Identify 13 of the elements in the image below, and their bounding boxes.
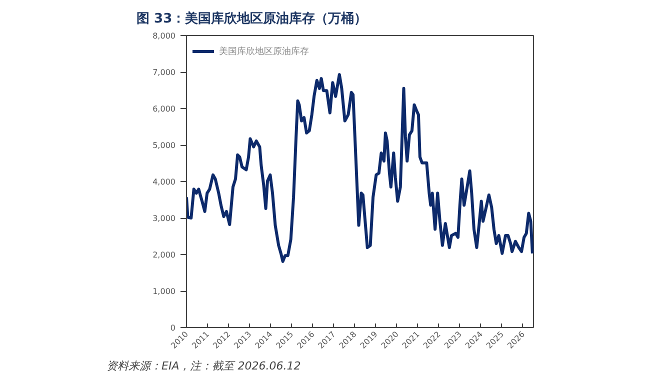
y-tick-label: 3,000 — [152, 214, 176, 223]
line-series — [186, 73, 534, 263]
y-tick-label: 4,000 — [152, 178, 176, 186]
y-tick-label: 6,000 — [152, 104, 176, 114]
y-tick-label: 5,000 — [152, 141, 176, 150]
y-tick-label: 1,000 — [152, 287, 176, 296]
y-tick-label: 2,000 — [152, 250, 176, 260]
chart-title: 图 33：美国库欣地区原油库存（万桶） — [136, 10, 368, 26]
text: 资料来源：EIA，注：截至 2026.06.12 — [106, 360, 301, 372]
y-tick-label: 8,000 — [152, 32, 176, 40]
y-tick-label: 0 — [170, 324, 176, 332]
y-tick-label: 7,000 — [152, 68, 176, 77]
legend-label: 美国库欣地区原油库存 — [219, 46, 309, 58]
